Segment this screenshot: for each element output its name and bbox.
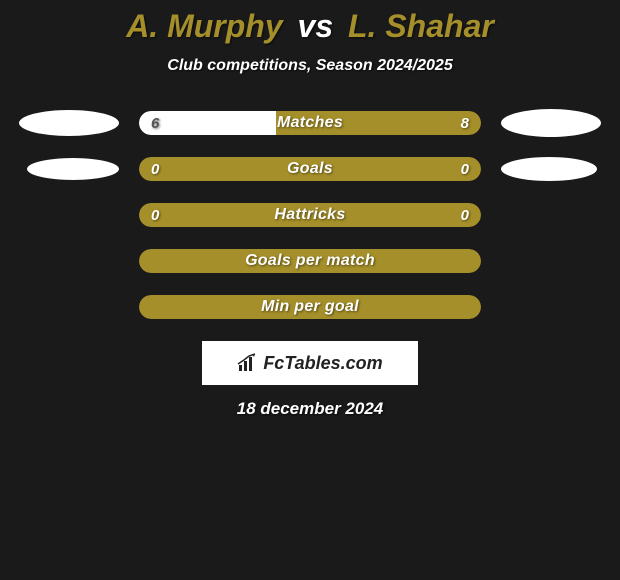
subtitle: Club competitions, Season 2024/2025 <box>0 57 620 75</box>
comparison-infographic: A. Murphy vs L. Shahar Club competitions… <box>0 0 620 419</box>
stat-label: Matches <box>139 111 481 135</box>
player1-ellipse <box>27 158 119 180</box>
player2-ellipse <box>501 157 597 181</box>
stat-row: 68Matches <box>0 111 620 135</box>
stat-label: Hattricks <box>139 203 481 227</box>
player1-name: A. Murphy <box>126 8 282 44</box>
stat-bar: Min per goal <box>139 295 481 319</box>
stat-label: Min per goal <box>139 295 481 319</box>
stat-bar: 68Matches <box>139 111 481 135</box>
left-ellipse-slot <box>19 158 139 180</box>
player2-ellipse <box>501 109 601 137</box>
chart-icon <box>237 353 259 373</box>
left-ellipse-slot <box>19 110 139 136</box>
stat-label: Goals <box>139 157 481 181</box>
stat-row: Min per goal <box>0 295 620 319</box>
date: 18 december 2024 <box>0 399 620 419</box>
player1-ellipse <box>19 110 119 136</box>
logo-text: FcTables.com <box>263 353 382 374</box>
title: A. Murphy vs L. Shahar <box>0 8 620 45</box>
player2-name: L. Shahar <box>348 8 494 44</box>
right-ellipse-slot <box>481 157 601 181</box>
stat-label: Goals per match <box>139 249 481 273</box>
right-ellipse-slot <box>481 109 601 137</box>
stat-row: 00Hattricks <box>0 203 620 227</box>
stat-row: Goals per match <box>0 249 620 273</box>
stat-rows: 68Matches 00Goals 00Hattricks Goals per mat… <box>0 111 620 319</box>
stat-bar: Goals per match <box>139 249 481 273</box>
stat-row: 00Goals <box>0 157 620 181</box>
logo-box[interactable]: FcTables.com <box>202 341 418 385</box>
stat-bar: 00Hattricks <box>139 203 481 227</box>
title-vs: vs <box>298 8 334 44</box>
stat-bar: 00Goals <box>139 157 481 181</box>
logo: FcTables.com <box>237 353 382 374</box>
